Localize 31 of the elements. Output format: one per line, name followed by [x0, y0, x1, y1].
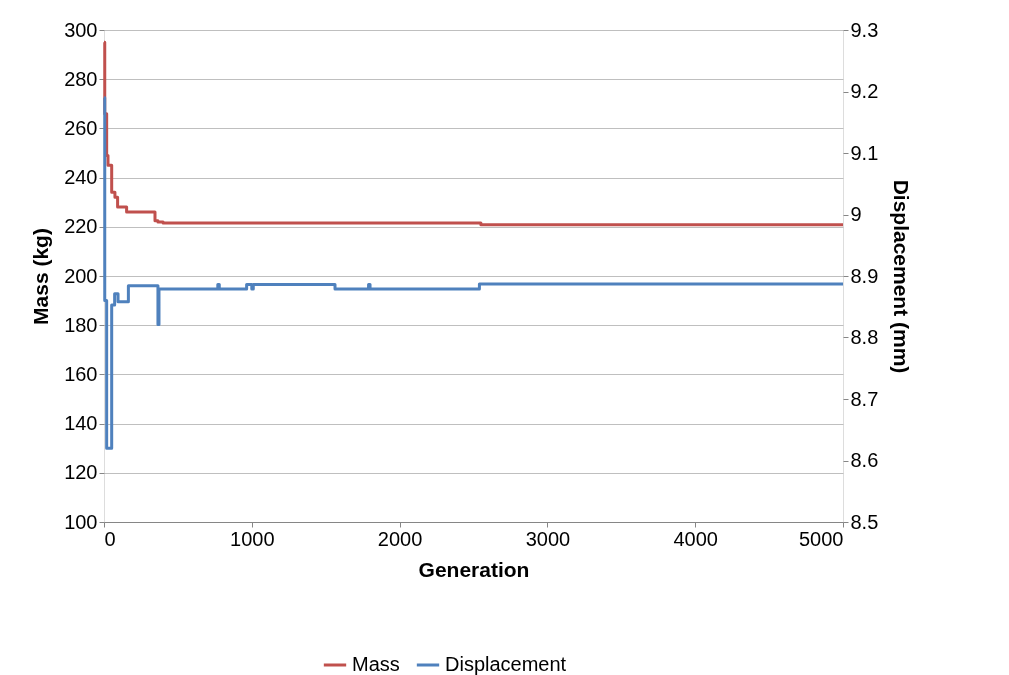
- x-tick-label: 2000: [377, 527, 423, 550]
- y2-tick-label: 9.1: [850, 141, 879, 164]
- y-tick-label: 180: [64, 313, 98, 336]
- y-tick-label: 220: [64, 215, 98, 238]
- y-tick-label: 100: [64, 510, 98, 533]
- y-tick-label: 200: [64, 264, 98, 287]
- x-tick-label: 5000: [799, 527, 844, 550]
- y-tick-label: 300: [64, 18, 98, 41]
- x-tick-label: 1000: [230, 527, 275, 550]
- y2-tick-label: 8.9: [850, 264, 879, 287]
- y-tick-label: 160: [64, 362, 98, 385]
- y2-tick-label: 9: [850, 203, 862, 225]
- y2-tick-label: 8.5: [850, 510, 879, 533]
- x-tick-label: 4000: [673, 527, 718, 550]
- y2-tick-label: 9.2: [850, 80, 879, 102]
- legend-label: Displacement: [445, 653, 567, 675]
- y-tick-label: 260: [64, 116, 98, 139]
- y-axis-title: Mass (kg): [29, 228, 53, 325]
- y-tick-label: 120: [64, 461, 98, 484]
- y2-tick-label: 8.6: [850, 449, 879, 471]
- y-tick-label: 240: [64, 166, 98, 189]
- y2-tick-label: 9.3: [850, 18, 879, 41]
- x-tick-label: 3000: [525, 527, 571, 550]
- y2-tick-label: 8.8: [850, 326, 879, 348]
- x-tick-label: 0: [104, 527, 116, 550]
- y-tick-label: 140: [64, 412, 98, 435]
- y2-tick-label: 8.7: [850, 387, 879, 410]
- y-tick-label: 280: [64, 67, 98, 90]
- y2-axis-title: Displacement (mm): [890, 179, 914, 374]
- legend-label: Mass: [352, 653, 400, 675]
- x-axis-title: Generation: [418, 557, 530, 581]
